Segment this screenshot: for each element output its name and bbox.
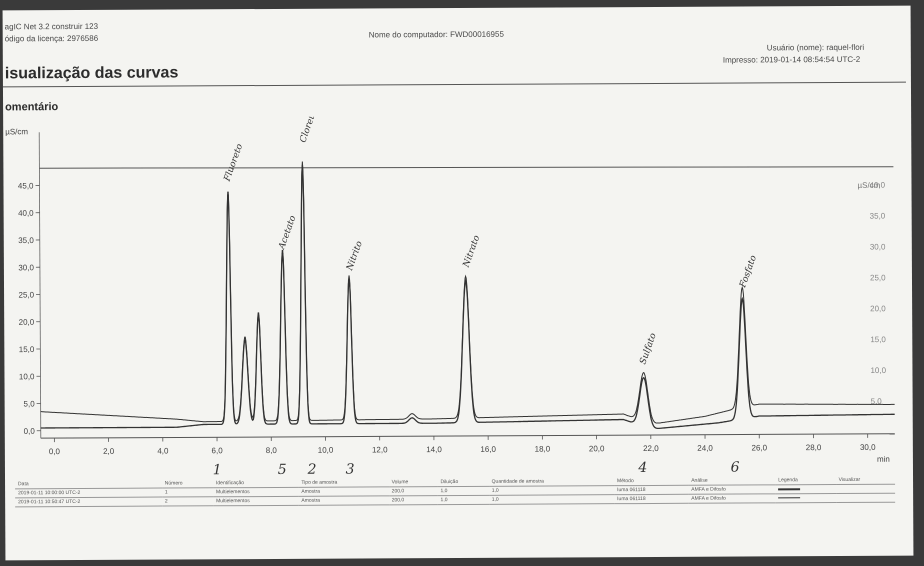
table-cell: Amostra [298,486,389,497]
printed-sheet: agIC Net 3.2 construir 123 ódigo da lice… [2,5,914,561]
x-tick-label: 26,0 [751,443,767,452]
y-right-tick-label: 25,0 [870,273,886,282]
x-tick-label: 2,0 [103,447,115,456]
peak-label: Fluoreto [222,142,245,184]
peak-number: 3 [346,462,355,478]
x-tick-label: 18,0 [535,445,551,454]
y-tick-label: 15,0 [19,345,35,354]
table-cell: 1,0 [437,495,489,505]
y-right-tick-label: 15,0 [870,335,886,344]
column-header: Volume [388,478,438,487]
table-cell: AMFA e Difosfo [688,493,776,504]
peak-labels: Fluoreto Cloreto Acetato Nitrito Nitrato Sulf… [222,114,759,366]
page-title: isualização das curvas [4,64,179,83]
table-cell: 1,0 [488,494,615,505]
x-tick-label: 22,0 [643,444,659,453]
peak-numbers: 1 5 2 3 4 6 [213,460,740,479]
table-cell: 1 [161,487,214,498]
y-tick-label: 40,0 [18,209,34,218]
x-tick-label: 30,0 [860,443,876,452]
y-ticks-left: 0,0 5,0 10,0 15,0 20,0 25,0 30,0 35,0 40,0 45,0 [18,181,41,436]
peak-label: Nitrito [345,239,365,273]
x-unit: min [877,455,890,464]
y-right-tick-label: 35,0 [870,212,886,221]
y-tick-label: 25,0 [18,290,34,299]
user-name: Usuário (nome): raquel-flori [766,42,865,53]
table-cell: AMFA e Difosfo [688,484,776,495]
x-tick-label: 4,0 [157,447,169,456]
table-body: 2019-01-11 10:00:00 UTC-2 1 Multielementos… [15,484,896,507]
column-header: Número [161,479,214,489]
y-tick-label: 45,0 [18,181,34,190]
peak-label: Fosfato [738,254,759,290]
legend-line-swatch [778,487,801,490]
table-cell [775,484,836,494]
y-right-tick-label: 10,0 [870,366,886,375]
table-cell: Iuma 061118 [614,485,689,495]
y-tick-label: 5,0 [23,400,35,409]
top-range-line [39,166,894,169]
peak-number: 5 [278,462,287,478]
y-ticks-right: 5,0 10,0 15,0 20,0 25,0 30,0 35,0 40,0 [869,181,886,406]
table-cell: 2019-01-11 10:50:47 UTC-2 [15,497,162,507]
table-cell [835,484,896,494]
table-cell: 200,0 [388,495,438,505]
y-left-unit: µS/cm [5,127,28,136]
y-axis-line [38,132,42,439]
table-cell [835,493,896,503]
x-tick-label: 0,0 [49,447,61,456]
x-axis-line [40,433,895,439]
y-right-tick-label: 30,0 [870,242,886,251]
x-tick-label: 16,0 [480,445,496,454]
y-tick-label: 0,0 [24,427,36,436]
peak-label: Acetato [277,214,299,252]
license-code: ódigo da licença: 2976586 [4,33,99,44]
samples-table: Data Número Identificação Tipo de amostra Vo… [15,475,896,508]
peak-number: 1 [213,462,222,478]
x-tick-label: 20,0 [589,444,605,453]
computer-name: Nome do computador: FWD00016955 [368,29,504,40]
column-header: Diluição [437,477,489,487]
x-tick-label: 10,0 [318,446,334,455]
column-header: Método [614,476,689,486]
x-ticks: 0,0 2,0 4,0 6,0 8,0 10,0 12,0 14,0 16,0 18,0 20,0 2… [49,433,876,456]
y-tick-label: 10,0 [19,372,35,381]
table-cell: Amostra [298,495,389,506]
column-header: Visualizar [835,475,896,485]
y-tick-label: 35,0 [18,236,34,245]
chromatogram-chart: µS/cm µS/cm min 0,05,010,015,020,025,030… [5,114,895,479]
peak-number: 2 [307,462,317,478]
series-group [40,161,895,430]
table-cell: 200,0 [388,486,438,496]
table-cell: Multielementos [213,487,299,497]
y-right-unit: µS/cm [857,181,880,190]
y-tick-label: 30,0 [18,263,34,272]
x-tick-label: 8,0 [266,446,278,455]
x-tick-label: 28,0 [806,443,822,452]
table-cell: Multielementos [213,496,299,506]
x-tick-label: 12,0 [372,445,388,454]
table-cell: Iuma 061118 [614,494,689,504]
column-header: Legenda [775,476,836,485]
x-tick-label: 6,0 [212,446,224,455]
x-tick-label: 14,0 [426,445,442,454]
y-tick-label: 20,0 [19,318,35,327]
peak-label: Nitrato [461,234,482,270]
comment-label: omentário [5,101,59,114]
peak-number: 6 [731,460,740,476]
y-right-tick-label: 40,0 [869,181,885,190]
chromatogram-trace [40,161,895,424]
table-cell: 1,0 [437,486,489,496]
software-version: agIC Net 3.2 construir 123 [4,21,99,32]
peak-label: Sulfato [638,331,659,366]
table-cell [775,493,836,503]
printed-timestamp: Impresso: 2019-01-14 08:54:54 UTC-2 [722,54,861,65]
y-right-tick-label: 5,0 [871,397,883,406]
peak-label: Cloreto [298,114,319,145]
x-tick-label: 24,0 [697,444,713,453]
y-right-tick-label: 20,0 [870,304,886,313]
peak-number: 4 [637,460,647,476]
table-cell: 2 [161,496,214,507]
legend-line-swatch [778,497,801,499]
